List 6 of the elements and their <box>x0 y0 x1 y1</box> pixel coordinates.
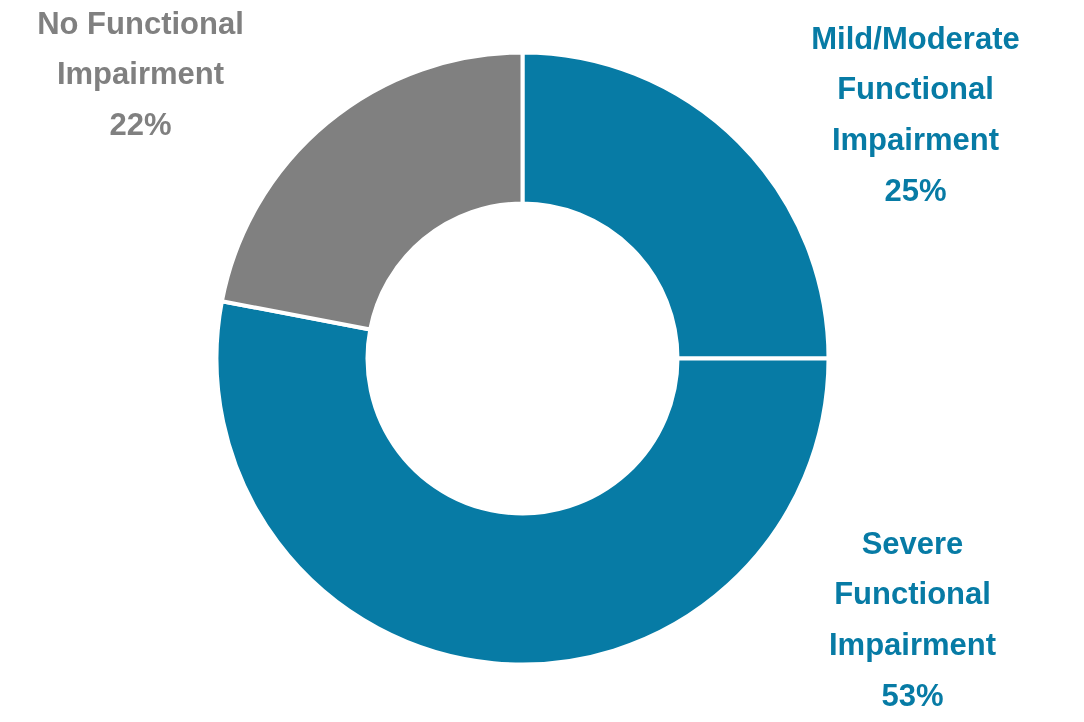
slice-label: Severe Functional Impairment <box>828 525 997 662</box>
data-label: 22% <box>109 107 172 142</box>
slice-label: Mild/Moderate Functional Impairment <box>811 20 1020 157</box>
data-label: 53% <box>881 677 944 713</box>
data-label: 25% <box>884 172 947 208</box>
slice-label: No Functional Impairment <box>37 5 244 92</box>
